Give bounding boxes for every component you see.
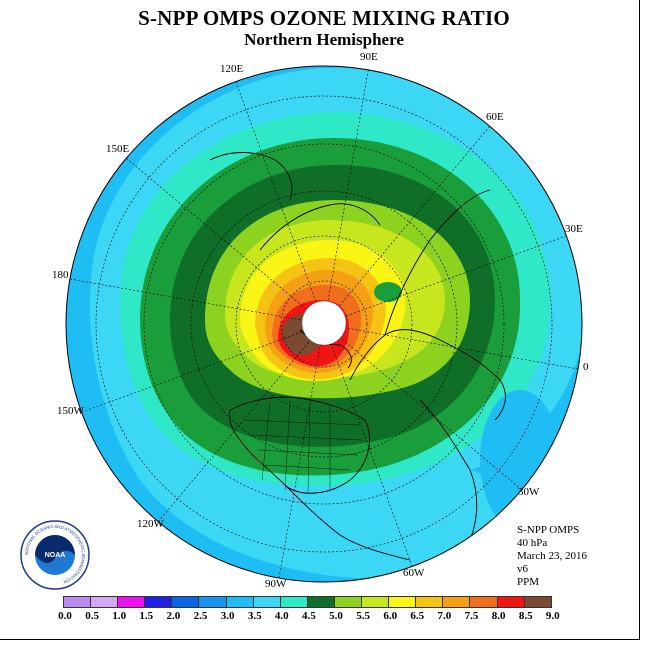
colorbar-tick-label: 6.0: [383, 610, 398, 622]
colorbar-swatch: [361, 596, 390, 608]
latitude-50: [143, 143, 505, 505]
colorbar-ticks: 0.0 0.5 1.0 1.5 2.0 2.5 3.0 3.5 4.0 4.5 5.0 5.5 6.0 6…: [0, 610, 648, 624]
colorbar-swatch: [415, 596, 444, 608]
meridian-120e: [235, 81, 325, 325]
lon-label-30w: 30W: [518, 486, 540, 498]
colorbar-tick-label: 0.0: [58, 610, 72, 622]
latitude-40: [95, 95, 553, 553]
band-4-5-blob: [374, 282, 402, 302]
colorbar-swatch: [469, 596, 498, 608]
colorbar-tick-label: 5.0: [329, 610, 343, 622]
colorbar-tick-label: 2.0: [166, 610, 181, 622]
info-units: PPM: [517, 576, 540, 588]
coast-siberia: [259, 203, 381, 251]
meridian-60w: [323, 323, 413, 567]
product-info: S-NPP OMPS 40 hPa March 23, 2016 v6 PPM: [517, 524, 587, 589]
colorbar-swatch: [306, 596, 335, 608]
coast-east-asia: [209, 152, 293, 201]
colorbar-swatch: [442, 596, 471, 608]
lon-label-60e: 60E: [486, 111, 504, 123]
figure-frame: [0, 0, 640, 640]
coast-africa: [419, 399, 478, 541]
logo-bird: [35, 535, 75, 564]
colorbar-tick-label: 9.0: [545, 610, 560, 622]
logo-text: NOAA: [45, 552, 66, 559]
colorbar-tick-label: 1.5: [139, 610, 154, 622]
colorbar-swatch: [252, 596, 281, 608]
latitude-70: [235, 235, 413, 413]
colorbar-tick-label: 3.5: [247, 610, 262, 622]
meridian-180: [69, 278, 325, 325]
polar-gap: [301, 300, 347, 346]
lon-label-0: 0: [583, 361, 589, 373]
meridian-150e: [125, 157, 325, 325]
colorbar-tick-label: 6.5: [410, 610, 425, 622]
map-boundary: [65, 65, 583, 583]
colorbar-swatch: [198, 596, 227, 608]
latitude-60: [190, 190, 458, 458]
colorbar-swatch: [523, 596, 552, 608]
meridian-150w: [81, 323, 325, 413]
lon-label-90w: 90W: [265, 578, 287, 590]
lon-label-120e: 120E: [220, 63, 244, 75]
lon-label-150w: 150W: [57, 405, 85, 417]
lon-label-90e: 90E: [360, 51, 378, 63]
lon-label-60w: 60W: [403, 567, 425, 579]
colorbar-tick-label: 0.5: [85, 610, 99, 622]
lon-label-120w: 120W: [137, 518, 165, 530]
coastlines: [209, 152, 506, 561]
colorbar-swatch: [496, 596, 525, 608]
colorbar-tick-label: 5.5: [356, 610, 370, 622]
latitude-80: [280, 280, 368, 368]
lon-label-30e: 30E: [565, 223, 583, 235]
band-3-0-atlantic: [480, 390, 560, 530]
colorbar-swatch: [63, 596, 92, 608]
colorbar-swatch: [279, 596, 308, 608]
colorbar-swatch: [225, 596, 254, 608]
meridian-30w: [323, 323, 523, 491]
colorbar-tick-label: 8.0: [491, 610, 506, 622]
colorbar-tick-label: 3.0: [220, 610, 235, 622]
map-subtitle: Northern Hemisphere: [244, 30, 404, 49]
map-title: S-NPP OMPS OZONE MIXING RATIO: [138, 6, 510, 30]
colorbar-swatch: [333, 596, 363, 608]
coast-north-america: [229, 396, 371, 494]
colorbar-swatch: [144, 596, 173, 608]
noaa-logo: NATIONAL OCEANIC AND ATMOSPHERIC ADMINIS…: [20, 520, 90, 590]
meridian-60e: [323, 125, 491, 325]
us-state-lines: [244, 399, 363, 493]
coast-europe: [349, 329, 506, 421]
colorbar-tick-label: 4.0: [274, 610, 289, 622]
colorbar-tick-label: 2.5: [193, 610, 208, 622]
lon-label-150e: 150E: [106, 143, 130, 155]
lon-label-180: 180: [52, 269, 69, 281]
graticule: [69, 66, 579, 579]
colorbar-swatch: [388, 596, 417, 608]
colorbar-tick-label: 8.5: [518, 610, 533, 622]
info-level: 40 hPa: [517, 537, 548, 549]
colorbar-tick-label: 1.0: [112, 610, 127, 622]
colorbar-swatch: [117, 596, 146, 608]
colorbar-tick-label: 4.5: [302, 610, 316, 622]
colorbar-swatch: [90, 596, 119, 608]
coast-asia-west: [384, 189, 491, 336]
coast-central-america: [284, 484, 411, 561]
colorbar-tick-label: 7.0: [437, 610, 452, 622]
meridian-30e: [323, 235, 567, 325]
info-date: March 23, 2016: [517, 550, 587, 562]
colorbar-tick-label: 7.5: [464, 610, 479, 622]
info-instrument: S-NPP OMPS: [517, 524, 580, 536]
meridian-0: [323, 323, 579, 370]
colorbar-swatch: [171, 596, 200, 608]
meridian-120w: [157, 323, 325, 523]
meridian-90w: [278, 323, 325, 579]
colorbar: [63, 596, 552, 608]
info-version: v6: [517, 563, 528, 575]
